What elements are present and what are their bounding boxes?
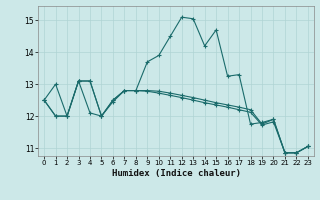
X-axis label: Humidex (Indice chaleur): Humidex (Indice chaleur) <box>111 169 241 178</box>
